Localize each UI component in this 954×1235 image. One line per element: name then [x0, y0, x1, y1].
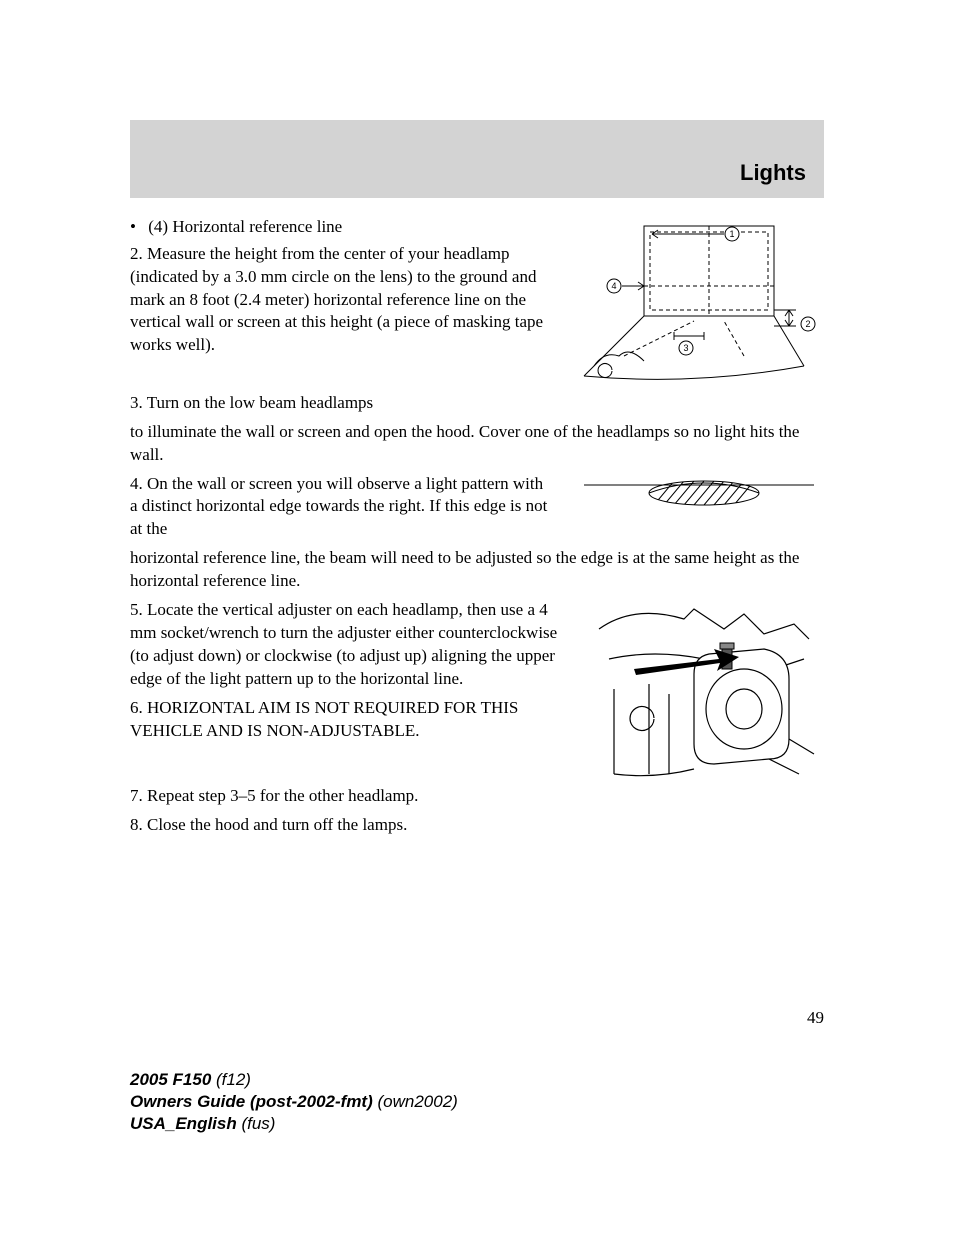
content-body: • (4) Horizontal reference line 2. Measu…	[130, 216, 824, 1030]
footer-line-1: 2005 F150 (f12)	[130, 1069, 458, 1091]
page: Lights • (4) Horizontal reference line 2…	[0, 0, 954, 1235]
block-3: 5. Locate the vertical adjuster on each …	[130, 599, 824, 779]
page-number: 49	[130, 1007, 824, 1030]
bullet-dot: •	[130, 216, 144, 239]
diagram-label-3: 3	[683, 343, 688, 353]
block-2: 4. On the wall or screen you will observ…	[130, 473, 824, 542]
block-3-text: 5. Locate the vertical adjuster on each …	[130, 599, 574, 749]
bullet-item-4: • (4) Horizontal reference line	[130, 216, 554, 239]
section-title: Lights	[740, 160, 806, 185]
footer-line-2: Owners Guide (post-2002-fmt) (own2002)	[130, 1091, 458, 1113]
section-header-bar: Lights	[130, 120, 824, 198]
step-6: 6. HORIZONTAL AIM IS NOT REQUIRED FOR TH…	[130, 697, 574, 743]
step-7: 7. Repeat step 3–5 for the other headlam…	[130, 785, 824, 808]
diagram-label-4: 4	[611, 281, 616, 291]
footer-line-3: USA_English (fus)	[130, 1113, 458, 1135]
step-2: 2. Measure the height from the center of…	[130, 243, 554, 358]
diagram-adjuster-icon	[594, 599, 824, 779]
block-1-text: • (4) Horizontal reference line 2. Measu…	[130, 216, 554, 364]
block-1: • (4) Horizontal reference line 2. Measu…	[130, 216, 824, 386]
footer-block: 2005 F150 (f12) Owners Guide (post-2002-…	[130, 1069, 458, 1135]
diagram-label-1: 1	[729, 229, 734, 239]
diagram-label-2: 2	[805, 319, 810, 329]
step-3-line2: to illuminate the wall or screen and ope…	[130, 421, 824, 467]
step-8: 8. Close the hood and turn off the lamps…	[130, 814, 824, 837]
step-3-line1: 3. Turn on the low beam headlamps	[130, 392, 824, 415]
step-5: 5. Locate the vertical adjuster on each …	[130, 599, 574, 691]
diagram-wall-icon: 1 2 3 4	[574, 216, 824, 386]
bullet-text: (4) Horizontal reference line	[148, 217, 342, 236]
step-4b: horizontal reference line, the beam will…	[130, 547, 824, 593]
step-4a: 4. On the wall or screen you will observ…	[130, 473, 554, 542]
diagram-beam-pattern-icon	[574, 473, 824, 513]
